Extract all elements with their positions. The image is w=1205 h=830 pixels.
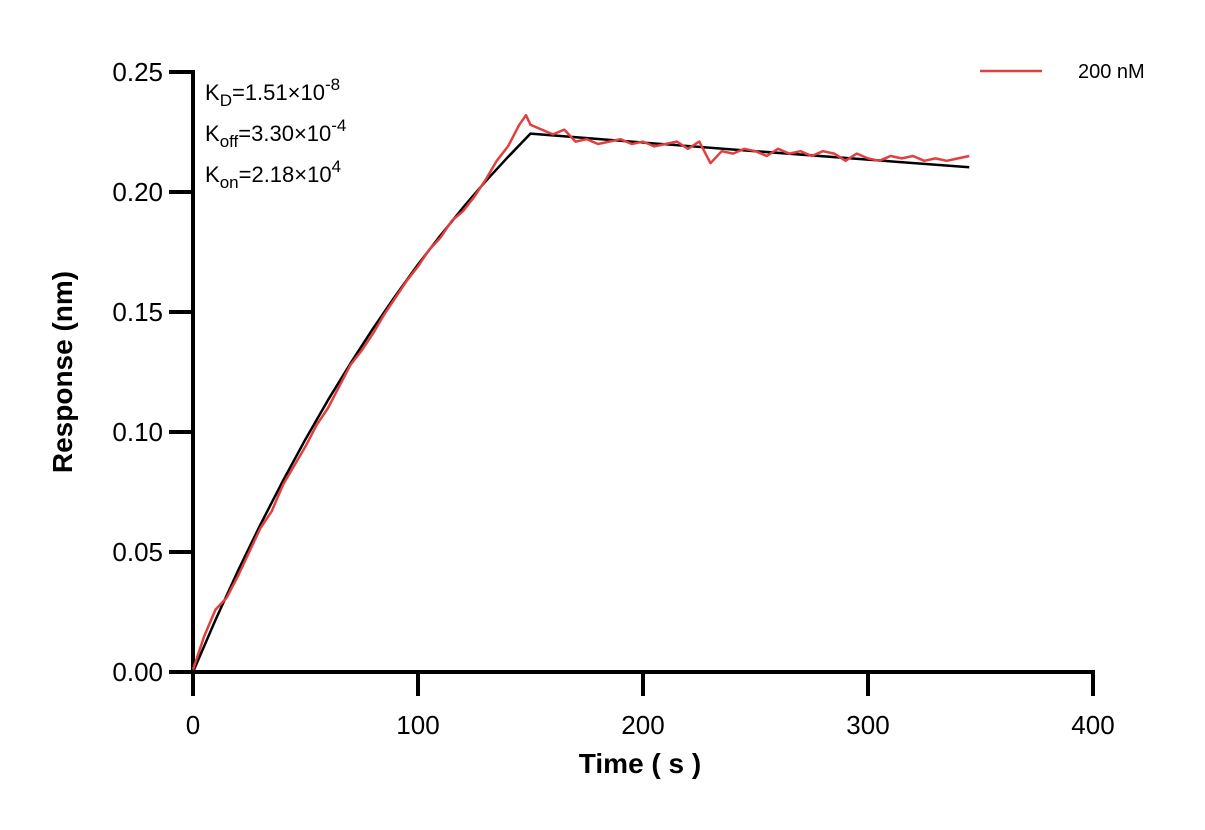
- annotation-symbol: K: [205, 121, 220, 146]
- y-tick-label: 0.25: [112, 57, 163, 87]
- annotation-symbol: K: [205, 162, 220, 187]
- annotation-symbol: K: [205, 80, 220, 105]
- x-tick-label: 300: [846, 710, 889, 740]
- x-tick-label: 100: [396, 710, 439, 740]
- annotation-sub: off: [220, 132, 239, 151]
- x-axis-title: Time ( s ): [579, 748, 701, 779]
- y-tick-label: 0.20: [112, 177, 163, 207]
- annotation-text: =1.51×10: [232, 80, 325, 105]
- data-line: [191, 113, 970, 670]
- annotation-text: =3.30×10: [238, 121, 331, 146]
- x-tick-label: 0: [186, 710, 200, 740]
- annotation: KD=1.51×10-8: [205, 75, 340, 110]
- annotation-sup: 4: [332, 157, 341, 176]
- annotation-sup: -8: [325, 75, 340, 94]
- annotation-sub: on: [220, 173, 239, 192]
- annotation-text: =2.18×10: [239, 162, 332, 187]
- y-tick-label: 0.00: [112, 657, 163, 687]
- legend-label: 200 nM: [1078, 61, 1145, 83]
- data-line: [191, 132, 970, 673]
- annotation-sup: -4: [331, 116, 346, 135]
- x-tick-label: 400: [1071, 710, 1114, 740]
- x-tick-label: 200: [621, 710, 664, 740]
- annotation: Kon=2.18×104: [205, 157, 341, 192]
- y-tick-label: 0.10: [112, 417, 163, 447]
- annotation-sub: D: [220, 91, 232, 110]
- y-axis-title: Response (nm): [47, 271, 78, 473]
- annotation: Koff=3.30×10-4: [205, 116, 346, 151]
- y-tick-label: 0.05: [112, 537, 163, 567]
- y-tick-label: 0.15: [112, 297, 163, 327]
